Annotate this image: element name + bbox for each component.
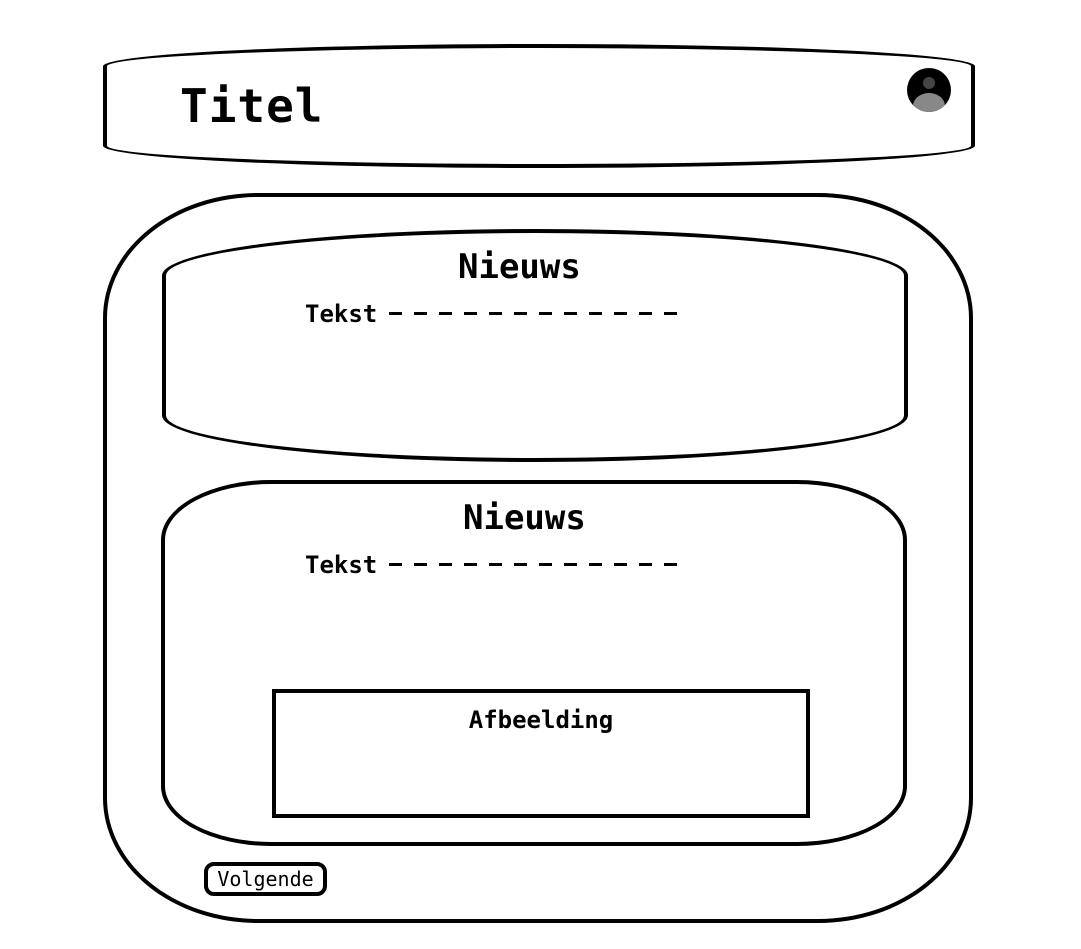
image-placeholder-label: Afbeelding [468, 706, 614, 734]
news-card-text: Tekst [305, 300, 378, 328]
news-card-text: Tekst [305, 551, 378, 579]
text-placeholder-line [389, 312, 689, 315]
news-card-title: Nieuws [463, 498, 586, 538]
news-card-title: Nieuws [458, 247, 581, 287]
next-button[interactable]: Volgende [204, 862, 327, 896]
text-placeholder-line [389, 563, 689, 566]
header-bar [103, 44, 975, 168]
page-title: Titel [180, 79, 324, 133]
news-card[interactable] [162, 229, 908, 462]
image-placeholder [272, 689, 810, 818]
user-avatar-icon[interactable] [907, 68, 951, 112]
